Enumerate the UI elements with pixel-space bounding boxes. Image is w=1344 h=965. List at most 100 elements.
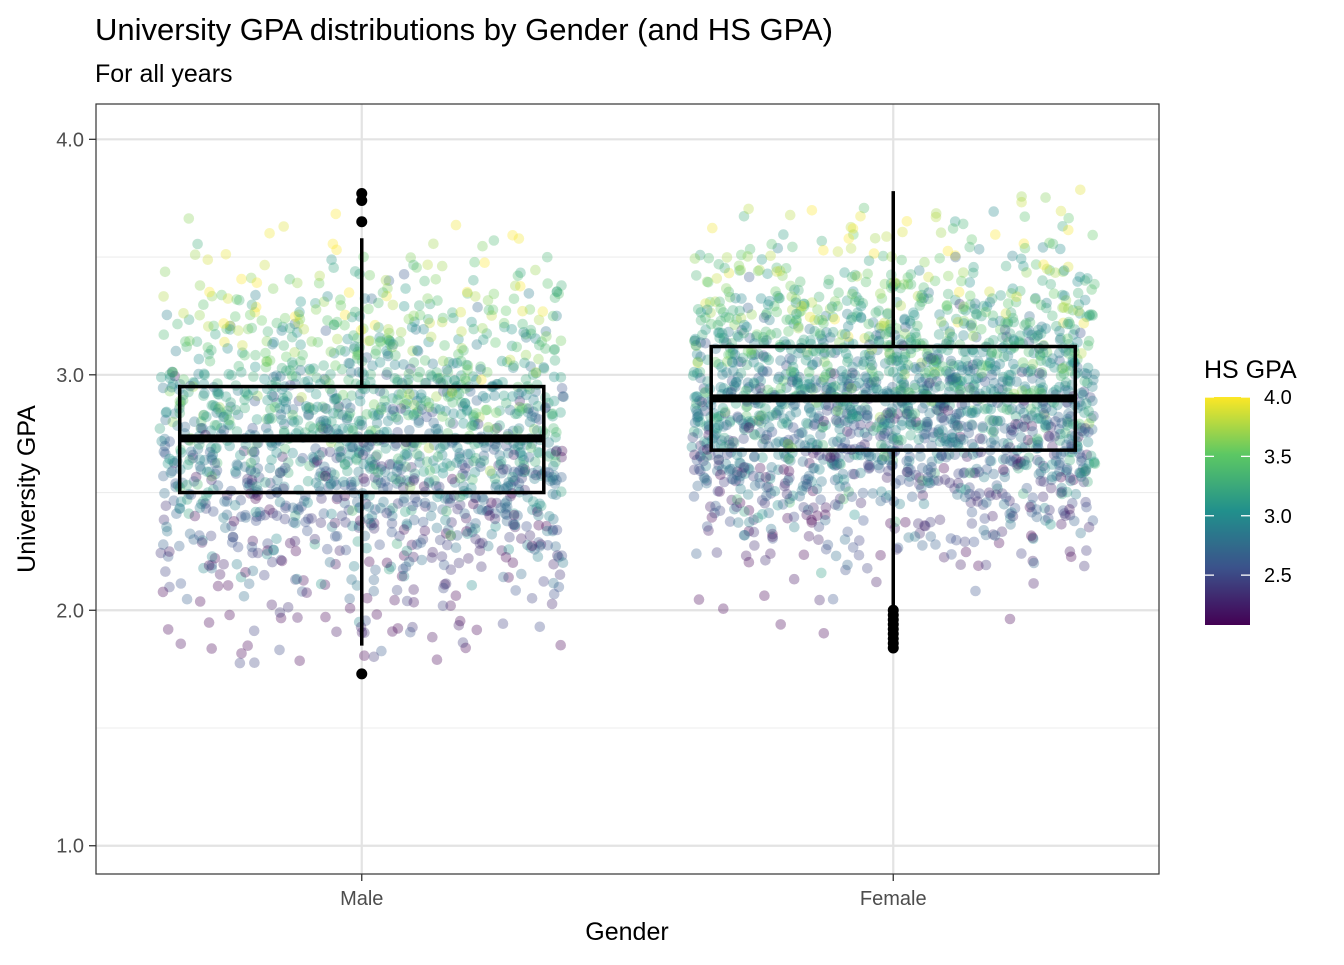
data-point — [756, 495, 768, 506]
data-point — [714, 296, 725, 308]
data-point — [1041, 356, 1052, 367]
data-point — [944, 477, 956, 489]
data-point — [978, 525, 990, 536]
data-point — [251, 277, 263, 289]
data-point — [828, 459, 840, 470]
data-point — [516, 568, 527, 580]
data-point — [986, 347, 997, 359]
data-point — [757, 452, 768, 463]
data-point — [884, 417, 896, 429]
data-point — [834, 481, 846, 492]
data-point — [913, 434, 925, 445]
data-point — [324, 446, 336, 458]
data-point — [742, 346, 754, 357]
data-point — [834, 493, 846, 505]
data-point — [1024, 311, 1035, 322]
data-point — [1000, 308, 1012, 319]
data-point — [522, 492, 533, 503]
data-point — [802, 419, 814, 430]
data-point — [344, 441, 356, 453]
data-point — [546, 409, 557, 420]
data-point — [998, 438, 1009, 449]
data-point — [966, 419, 977, 430]
data-point — [879, 428, 890, 439]
data-point — [275, 409, 287, 420]
data-point — [381, 290, 392, 302]
data-point — [745, 348, 757, 359]
data-point — [246, 299, 258, 311]
data-point — [353, 440, 365, 452]
data-point — [1013, 463, 1024, 474]
data-point — [739, 468, 751, 479]
data-point — [411, 496, 423, 508]
data-point — [343, 424, 354, 435]
data-point — [788, 433, 800, 445]
data-point — [851, 271, 863, 282]
data-point — [530, 264, 541, 276]
data-point — [328, 476, 340, 487]
data-point — [542, 278, 553, 289]
data-point — [1029, 333, 1040, 344]
data-point — [859, 427, 870, 439]
data-point — [918, 292, 929, 304]
data-point — [290, 545, 302, 557]
data-point — [987, 529, 999, 540]
data-point — [950, 294, 961, 306]
data-point — [738, 422, 750, 434]
data-point — [169, 457, 180, 469]
data-point — [989, 440, 1001, 451]
data-point — [795, 276, 806, 288]
data-point — [498, 464, 509, 475]
data-point — [930, 382, 941, 393]
data-point — [767, 531, 778, 542]
data-point — [958, 467, 969, 479]
data-point — [164, 369, 176, 380]
data-point — [547, 488, 559, 500]
data-point — [795, 384, 807, 396]
data-point — [754, 478, 766, 489]
data-point — [519, 464, 531, 476]
data-point — [340, 544, 352, 556]
data-point — [298, 495, 310, 507]
data-point — [344, 593, 356, 605]
data-point — [454, 451, 465, 463]
data-point — [259, 569, 270, 581]
data-point — [1055, 205, 1067, 217]
data-point — [712, 319, 724, 331]
data-point — [808, 502, 819, 513]
data-point — [339, 309, 351, 321]
data-point — [1037, 347, 1049, 359]
data-point — [557, 557, 569, 568]
data-point — [468, 410, 479, 421]
data-point — [729, 349, 741, 361]
data-point — [250, 506, 262, 518]
data-point — [748, 377, 759, 389]
data-point — [914, 472, 925, 484]
data-point — [997, 402, 1008, 414]
data-point — [759, 590, 770, 601]
data-point — [233, 360, 245, 372]
data-point — [879, 317, 890, 329]
data-point — [998, 351, 1010, 363]
data-point — [830, 414, 842, 426]
data-point — [468, 498, 479, 510]
data-point — [506, 324, 518, 335]
data-point — [250, 361, 261, 373]
data-point — [160, 407, 172, 419]
data-point — [226, 520, 237, 532]
data-point — [389, 594, 400, 606]
data-point — [427, 546, 439, 558]
data-point — [1053, 424, 1065, 435]
data-point — [784, 209, 796, 221]
data-point — [743, 526, 755, 537]
data-point — [481, 505, 492, 517]
data-point — [805, 407, 817, 418]
data-point — [950, 371, 962, 383]
data-point — [1039, 502, 1050, 514]
data-point — [741, 401, 752, 413]
data-point — [939, 474, 951, 485]
data-point — [322, 543, 333, 555]
data-point — [909, 309, 920, 321]
data-point — [420, 395, 432, 407]
data-point — [700, 337, 711, 349]
